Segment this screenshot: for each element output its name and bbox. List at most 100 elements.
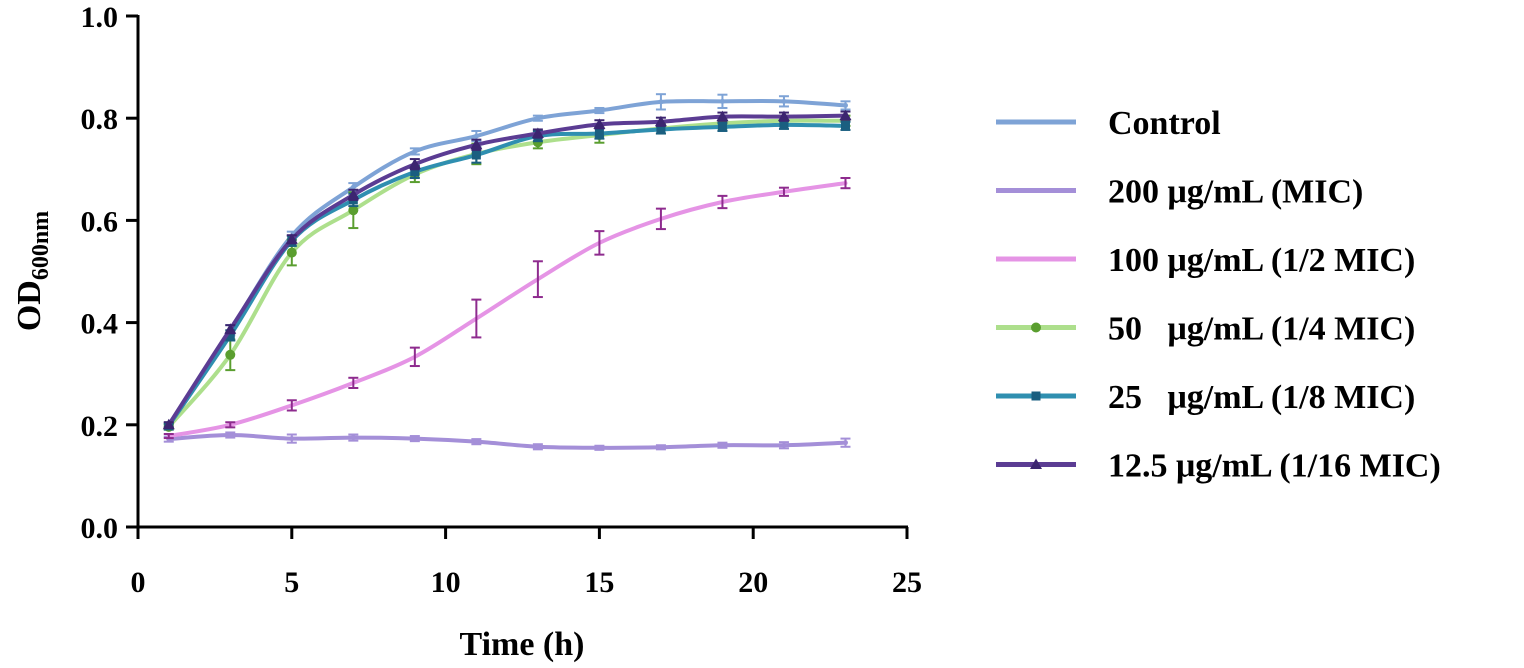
legend-label: Control: [1108, 105, 1221, 142]
data-point: [596, 445, 602, 451]
data-point: [289, 436, 295, 442]
x-tick-label: 0: [131, 566, 146, 599]
series-3: [163, 176, 851, 440]
y-tick-label: 0.8: [81, 103, 119, 136]
legend-item: 25 μg/mL (1/8 MIC): [996, 379, 1415, 416]
legend-marker: [1030, 458, 1042, 469]
series-2: [163, 431, 851, 451]
error-bar: [348, 376, 359, 390]
legend: Control 200 μg/mL (MIC) 100 μg/mL (1/2 MIC…: [996, 105, 1441, 485]
error-bar: [471, 298, 482, 339]
y-axis-title: OD600nm: [11, 211, 54, 331]
data-point: [717, 122, 727, 132]
legend-item: 100 μg/mL (1/2 MIC): [996, 242, 1415, 279]
data-point: [777, 110, 790, 122]
tick-marks: 0 5 10 15 20 25 0.0 0.2 0.4 0.6 0.8 1.0: [81, 1, 923, 599]
data-point: [225, 330, 235, 340]
data-point: [594, 129, 604, 139]
data-point: [658, 444, 664, 450]
legend-marker: [1031, 322, 1041, 333]
y-tick-label: 1.0: [81, 1, 119, 34]
legend-label: 50 μg/mL (1/4 MIC): [1108, 311, 1415, 348]
error-bar: [840, 176, 851, 190]
plot-area: [162, 93, 852, 451]
error-bar: [594, 230, 605, 256]
data-point: [719, 98, 725, 104]
data-point: [162, 418, 175, 430]
x-tick-label: 5: [284, 566, 299, 599]
data-point: [412, 436, 418, 442]
data-point: [285, 233, 298, 244]
data-point: [840, 121, 850, 131]
data-point: [350, 184, 356, 190]
legend-label: 100 μg/mL (1/2 MIC): [1108, 242, 1415, 279]
error-bar: [163, 432, 174, 440]
x-tick-label: 10: [431, 566, 461, 599]
y-axis-title-subscript: 600nm: [28, 211, 54, 280]
legend-marker: [1033, 119, 1039, 125]
x-axis-title: Time (h): [460, 626, 585, 663]
data-point: [408, 158, 421, 169]
legend-label: 25 μg/mL (1/8 MIC): [1108, 379, 1415, 416]
data-point: [781, 98, 787, 104]
data-point: [412, 148, 418, 154]
error-bar: [225, 421, 236, 429]
data-point: [227, 432, 233, 438]
series-line: [166, 122, 848, 428]
error-bar: [778, 186, 789, 197]
data-point: [347, 188, 360, 200]
data-point: [286, 247, 297, 258]
data-point: [531, 127, 544, 139]
error-bar: [655, 207, 666, 231]
y-tick-label: 0.6: [81, 205, 119, 238]
x-tick-label: 20: [738, 566, 768, 599]
data-point: [535, 115, 541, 121]
error-bar: [286, 399, 297, 412]
legend-item: Control: [996, 105, 1221, 142]
data-point: [781, 442, 787, 448]
x-tick-label: 15: [584, 566, 614, 599]
data-point: [842, 102, 848, 108]
axes: [136, 15, 908, 529]
y-tick-label: 0.4: [81, 308, 119, 341]
data-point: [779, 120, 789, 130]
data-point: [654, 115, 667, 127]
data-point: [842, 440, 848, 446]
data-point: [535, 444, 541, 450]
data-point: [473, 439, 479, 445]
legend-item: 12.5 μg/mL (1/16 MIC): [996, 448, 1441, 485]
data-point: [593, 118, 606, 129]
data-point: [839, 109, 852, 121]
legend-label: 200 μg/mL (MIC): [1108, 174, 1363, 211]
y-tick-label: 0.0: [81, 512, 119, 545]
series-line: [166, 181, 848, 439]
data-point: [471, 150, 481, 160]
error-bar: [532, 260, 543, 299]
legend-marker: [1031, 391, 1041, 401]
y-axis-title-main: OD: [11, 280, 48, 331]
data-point: [716, 110, 729, 122]
data-point: [225, 349, 236, 360]
y-tick-label: 0.2: [81, 410, 119, 443]
legend-item: 200 μg/mL (MIC): [996, 174, 1363, 211]
legend-label: 12.5 μg/mL (1/16 MIC): [1108, 448, 1441, 485]
legend-marker: [1033, 188, 1039, 193]
data-point: [596, 108, 602, 114]
data-point: [410, 167, 420, 177]
series-line: [166, 433, 848, 450]
data-point: [473, 133, 479, 139]
legend-item: 50 μg/mL (1/4 MIC): [996, 311, 1415, 348]
data-point: [350, 435, 356, 441]
data-point: [224, 323, 237, 334]
data-point: [470, 138, 483, 150]
error-bar: [409, 346, 420, 368]
data-point: [656, 124, 666, 134]
x-tick-label: 25: [892, 566, 922, 599]
error-bar: [717, 194, 728, 210]
data-point: [719, 442, 725, 448]
series-6: [162, 109, 852, 430]
data-point: [348, 205, 359, 216]
series-line: [166, 113, 848, 427]
data-point: [658, 99, 664, 105]
